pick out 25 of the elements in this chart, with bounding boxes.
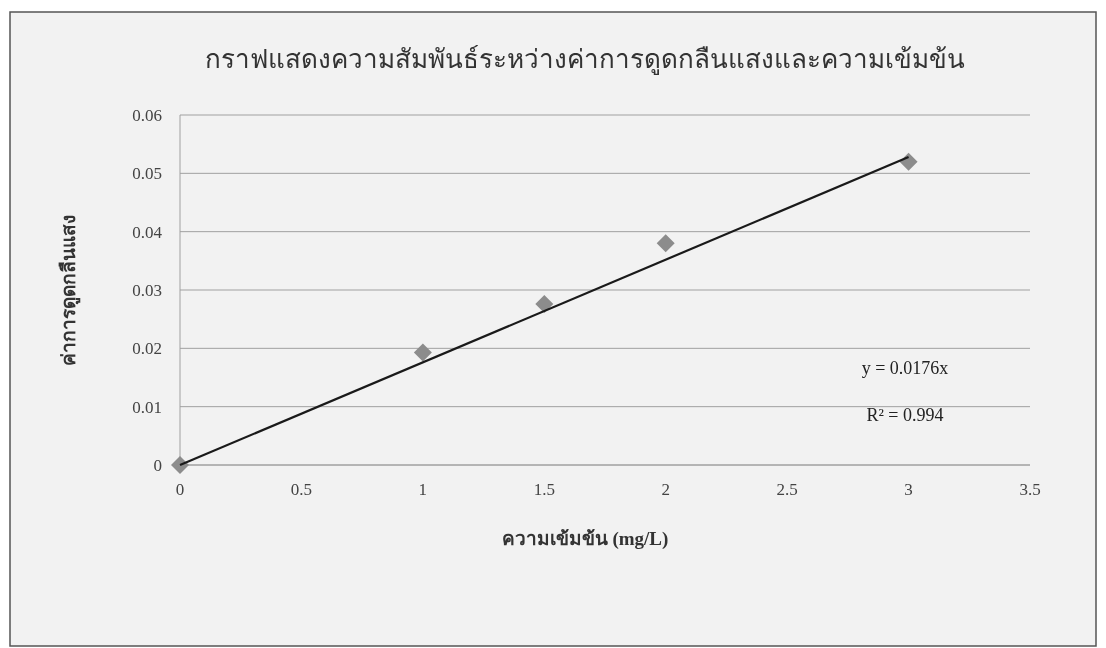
y-tick-label: 0.06 — [132, 106, 162, 125]
annotation: y = 0.0176x — [861, 358, 949, 378]
y-tick-label: 0.02 — [132, 339, 162, 359]
x-tick-label: 3.5 — [1019, 480, 1041, 499]
x-tick-label: 2.5 — [776, 480, 798, 499]
point — [171, 456, 189, 474]
x-tick-label: 2 — [661, 480, 670, 499]
y-tick-label: 0.05 — [132, 164, 162, 184]
x-tick-label: 1 — [418, 480, 428, 499]
y-tick-label: 0.04 — [132, 222, 163, 242]
point — [535, 295, 554, 313]
point — [899, 152, 918, 171]
chart-title: กราฟแสดงความสัมพันธ์ระหว่างค่าการดูดกลืนแสงและความเข้มข้น — [205, 45, 965, 75]
x-tick-label: 0 — [175, 480, 185, 499]
y-axis-title: ค่าการดูดกลืนแสง — [58, 214, 81, 366]
x-tick-label: 0.5 — [290, 480, 313, 499]
point — [413, 343, 432, 362]
x-tick-label: 3 — [904, 480, 913, 499]
point — [656, 234, 675, 253]
x-tick-label: 1.5 — [533, 480, 555, 499]
y-tick-label: 0 — [153, 456, 162, 475]
annotation: R² = 0.994 — [866, 405, 944, 425]
y-tick-label: 0.01 — [132, 397, 162, 417]
x-axis-title: ความเข้มข้น (mg/L) — [501, 528, 669, 550]
y-tick-label: 0.03 — [132, 281, 162, 300]
